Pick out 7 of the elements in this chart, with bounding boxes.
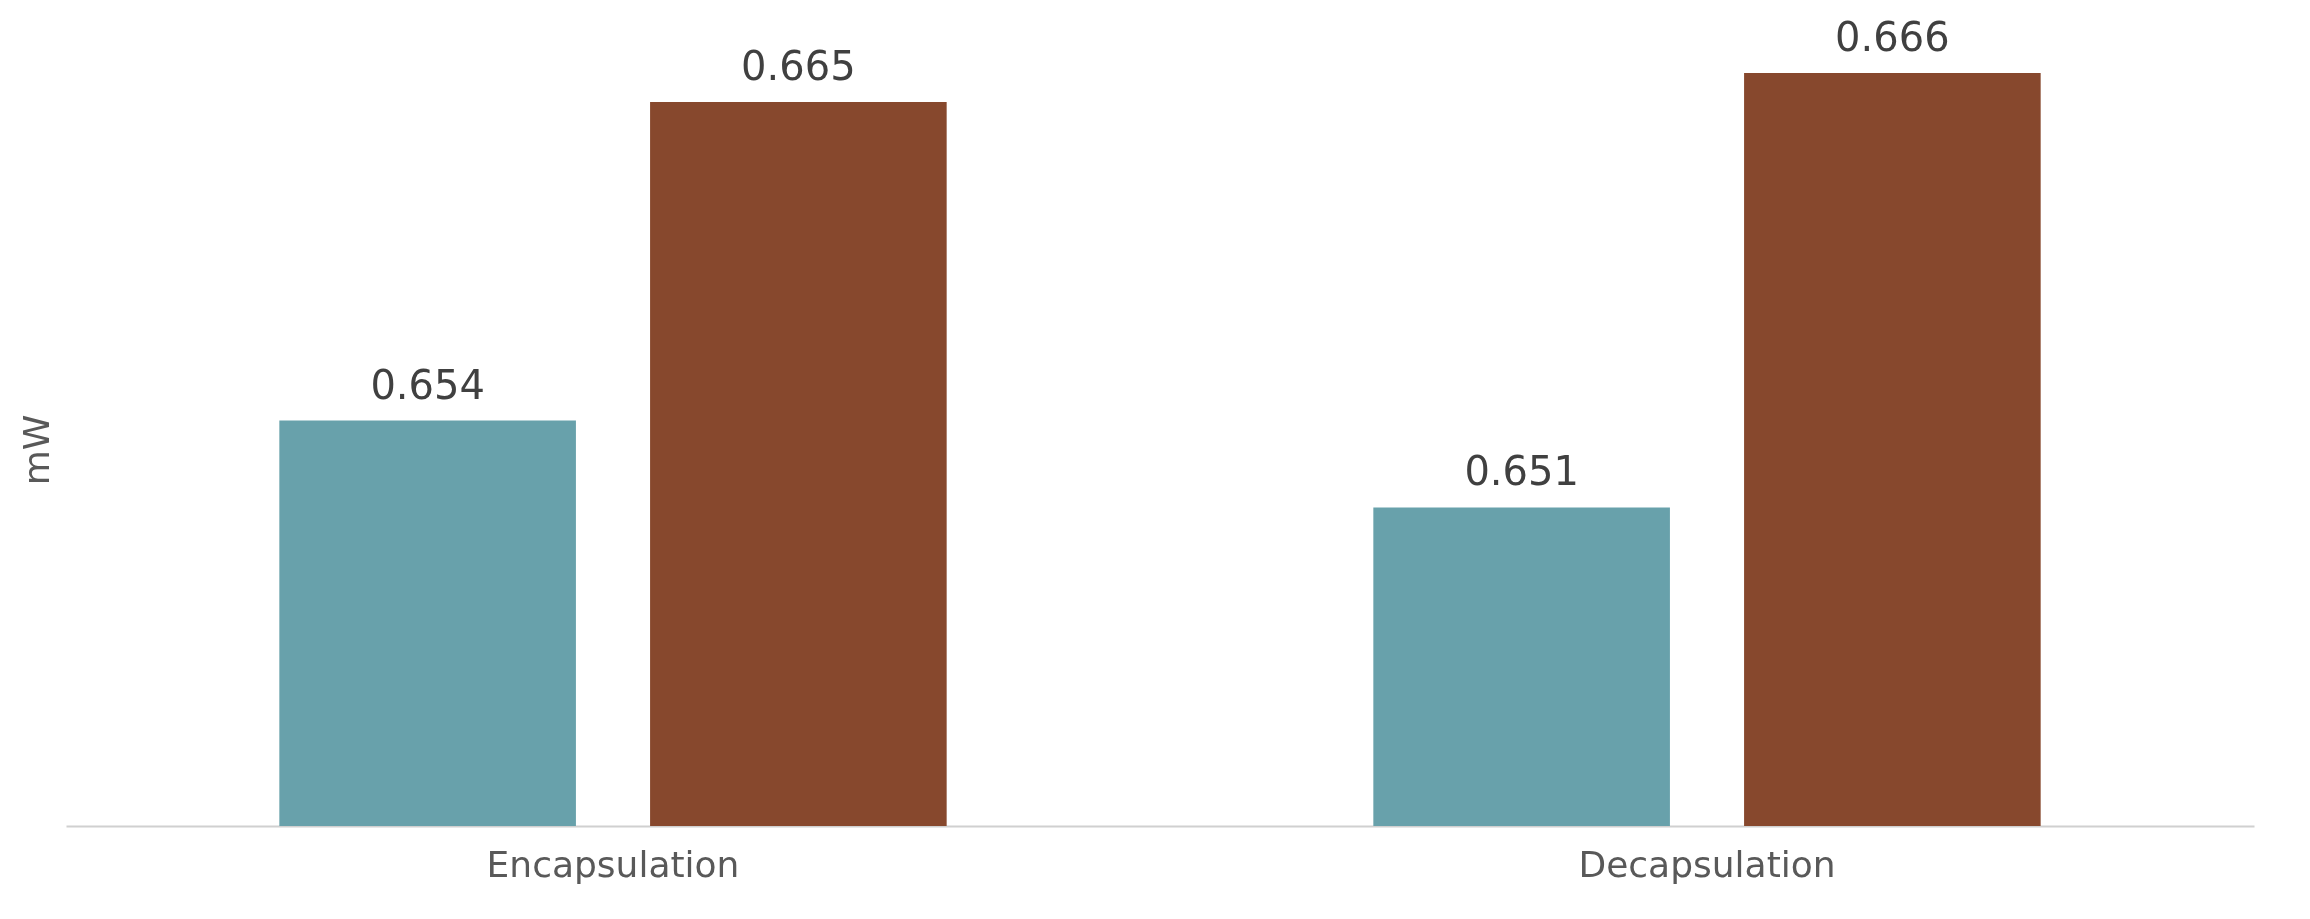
x-tick-label: Decapsulation [1578,843,1836,885]
data-label: 0.654 [370,361,485,408]
y-axis-title: mW [15,414,57,486]
x-tick-label: Encapsulation [486,843,740,885]
data-label: 0.665 [741,42,856,89]
data-label: 0.666 [1835,14,1950,60]
data-label: 0.651 [1464,448,1579,495]
